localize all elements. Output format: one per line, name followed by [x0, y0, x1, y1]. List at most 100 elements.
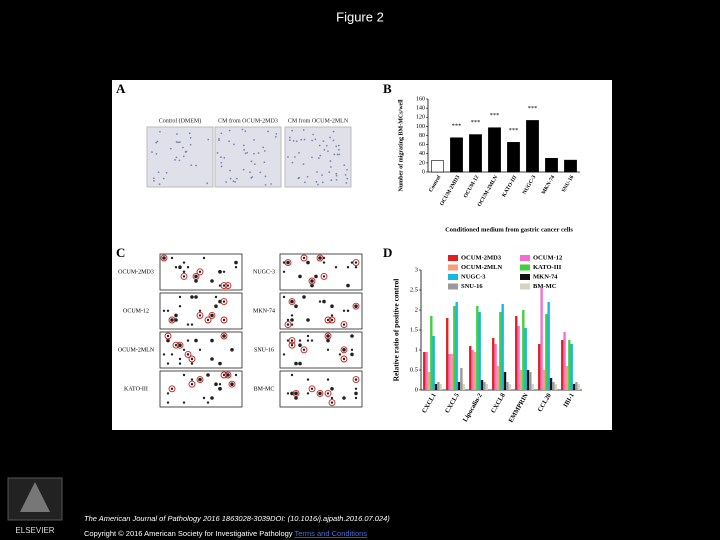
- blot-spot: [350, 348, 354, 351]
- blot-spot: [182, 401, 186, 404]
- blot-spot: [326, 334, 330, 338]
- legend-label: NUGC-3: [461, 273, 486, 280]
- copyright-text: Copyright © 2016 American Society for In…: [84, 529, 293, 538]
- legend-swatch: [520, 283, 530, 290]
- blot-spot: [286, 392, 290, 395]
- bar: [508, 384, 511, 390]
- cell: [246, 151, 249, 154]
- blot-spot: [330, 314, 334, 317]
- bar: [494, 344, 497, 390]
- cell: [327, 150, 329, 153]
- cell: [175, 156, 178, 159]
- legend-label: BM-MC: [533, 283, 557, 290]
- micrograph: [284, 126, 352, 188]
- blot-spot: [166, 334, 170, 338]
- bar: [437, 382, 440, 390]
- blot-spot: [290, 323, 294, 326]
- bar: [457, 382, 461, 390]
- highlight-circle: [220, 282, 228, 290]
- bar: [503, 372, 507, 390]
- blot-spot: [234, 266, 238, 269]
- cell: [316, 171, 318, 173]
- cell: [259, 171, 262, 174]
- cell: [330, 179, 333, 182]
- cell: [253, 163, 256, 165]
- blot-spot: [326, 318, 330, 322]
- blot-spot: [210, 357, 214, 361]
- y-axis-label: Relative ratio of positive control: [392, 279, 401, 382]
- cell: [288, 136, 291, 139]
- blot-spot: [318, 300, 322, 303]
- blot-spot: [298, 275, 302, 278]
- bar: [431, 160, 444, 173]
- blot-spot: [218, 387, 222, 391]
- cell: [189, 143, 192, 146]
- cell: [302, 163, 305, 165]
- bar: [545, 314, 548, 390]
- blot-spot: [330, 318, 334, 322]
- blot-label: KATO-III: [124, 386, 148, 392]
- cell: [329, 166, 332, 168]
- cell: [263, 150, 266, 152]
- bar: [501, 304, 504, 390]
- bar: [485, 384, 488, 390]
- cell: [177, 141, 180, 144]
- cell: [335, 174, 338, 177]
- cell: [165, 171, 168, 174]
- blot-spot: [318, 256, 322, 260]
- blot-spot: [170, 318, 174, 322]
- cell: [253, 138, 255, 141]
- blot-spot: [218, 361, 222, 366]
- blot-spot: [214, 382, 218, 387]
- blot-spot: [186, 353, 190, 356]
- blot-spot: [326, 392, 330, 395]
- blot-label: SNU-16: [254, 347, 274, 353]
- legend-swatch: [520, 264, 530, 271]
- blot-spot: [302, 295, 306, 299]
- cell: [257, 152, 260, 154]
- bar: [473, 352, 477, 390]
- bar: [531, 384, 534, 390]
- blot-spot: [302, 256, 306, 260]
- bar: [450, 354, 454, 390]
- blot-label: NUGC-3: [253, 269, 275, 275]
- cell: [329, 160, 332, 162]
- y-tick-label: 160: [416, 96, 425, 102]
- blot-spot: [218, 284, 222, 287]
- highlight-circle: [184, 350, 192, 358]
- cell: [332, 139, 335, 142]
- blot-spot: [206, 373, 210, 377]
- cell: [329, 136, 331, 139]
- bar: [450, 137, 463, 173]
- blot-spot: [306, 334, 310, 338]
- cell: [234, 180, 237, 183]
- cell: [179, 141, 181, 144]
- cell: [229, 177, 232, 180]
- bar: [469, 134, 482, 173]
- blot-spot: [166, 401, 170, 404]
- blot-spot: [210, 396, 214, 400]
- highlight-circle: [204, 316, 212, 324]
- bar: [469, 346, 472, 390]
- y-tick-label: 140: [416, 106, 425, 112]
- y-tick-label: 0: [415, 386, 418, 393]
- blot-spot: [226, 284, 230, 287]
- blot-spot: [318, 391, 322, 396]
- blot-spot: [342, 323, 346, 326]
- cell: [153, 179, 155, 182]
- blot-spot: [354, 391, 358, 396]
- bar: [554, 384, 557, 390]
- blot-spot: [178, 362, 182, 365]
- blot-spot: [182, 373, 186, 377]
- bar: [423, 352, 426, 390]
- cell: [295, 140, 298, 143]
- highlight-circle: [196, 376, 204, 384]
- cell: [298, 176, 301, 179]
- blot-spot: [174, 318, 178, 322]
- blot-label: OCUM-12: [123, 308, 149, 314]
- blot-spot: [182, 261, 186, 264]
- terms-link[interactable]: Terms and Conditions: [295, 529, 368, 538]
- cell: [323, 148, 326, 151]
